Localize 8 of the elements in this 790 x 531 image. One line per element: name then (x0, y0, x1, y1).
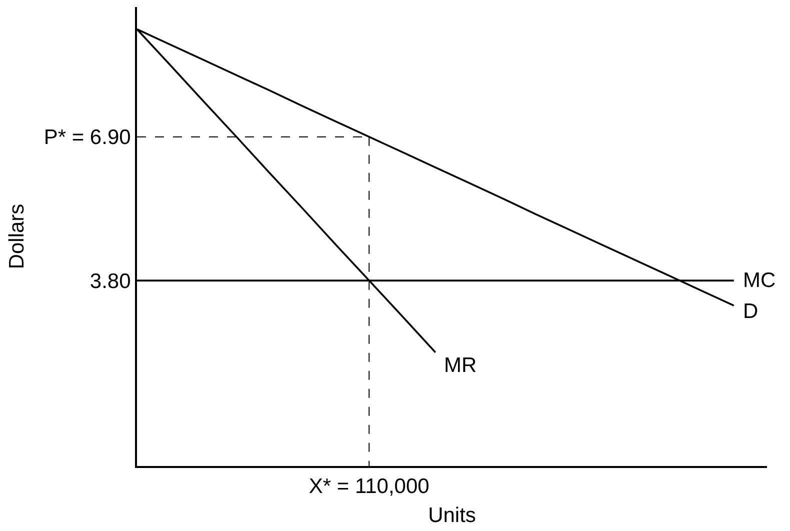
series-label: MR (444, 354, 477, 377)
y-axis-title: Dollars (5, 204, 28, 270)
y-tick-label: P* = 6.90 (44, 126, 131, 150)
x-axis-title: Units (428, 504, 476, 527)
x-tick-label: X* = 110,000 (308, 475, 430, 498)
series-label: MC (743, 269, 776, 292)
series-label: D (743, 300, 758, 323)
y-tick-label: 3.80 (90, 270, 131, 293)
